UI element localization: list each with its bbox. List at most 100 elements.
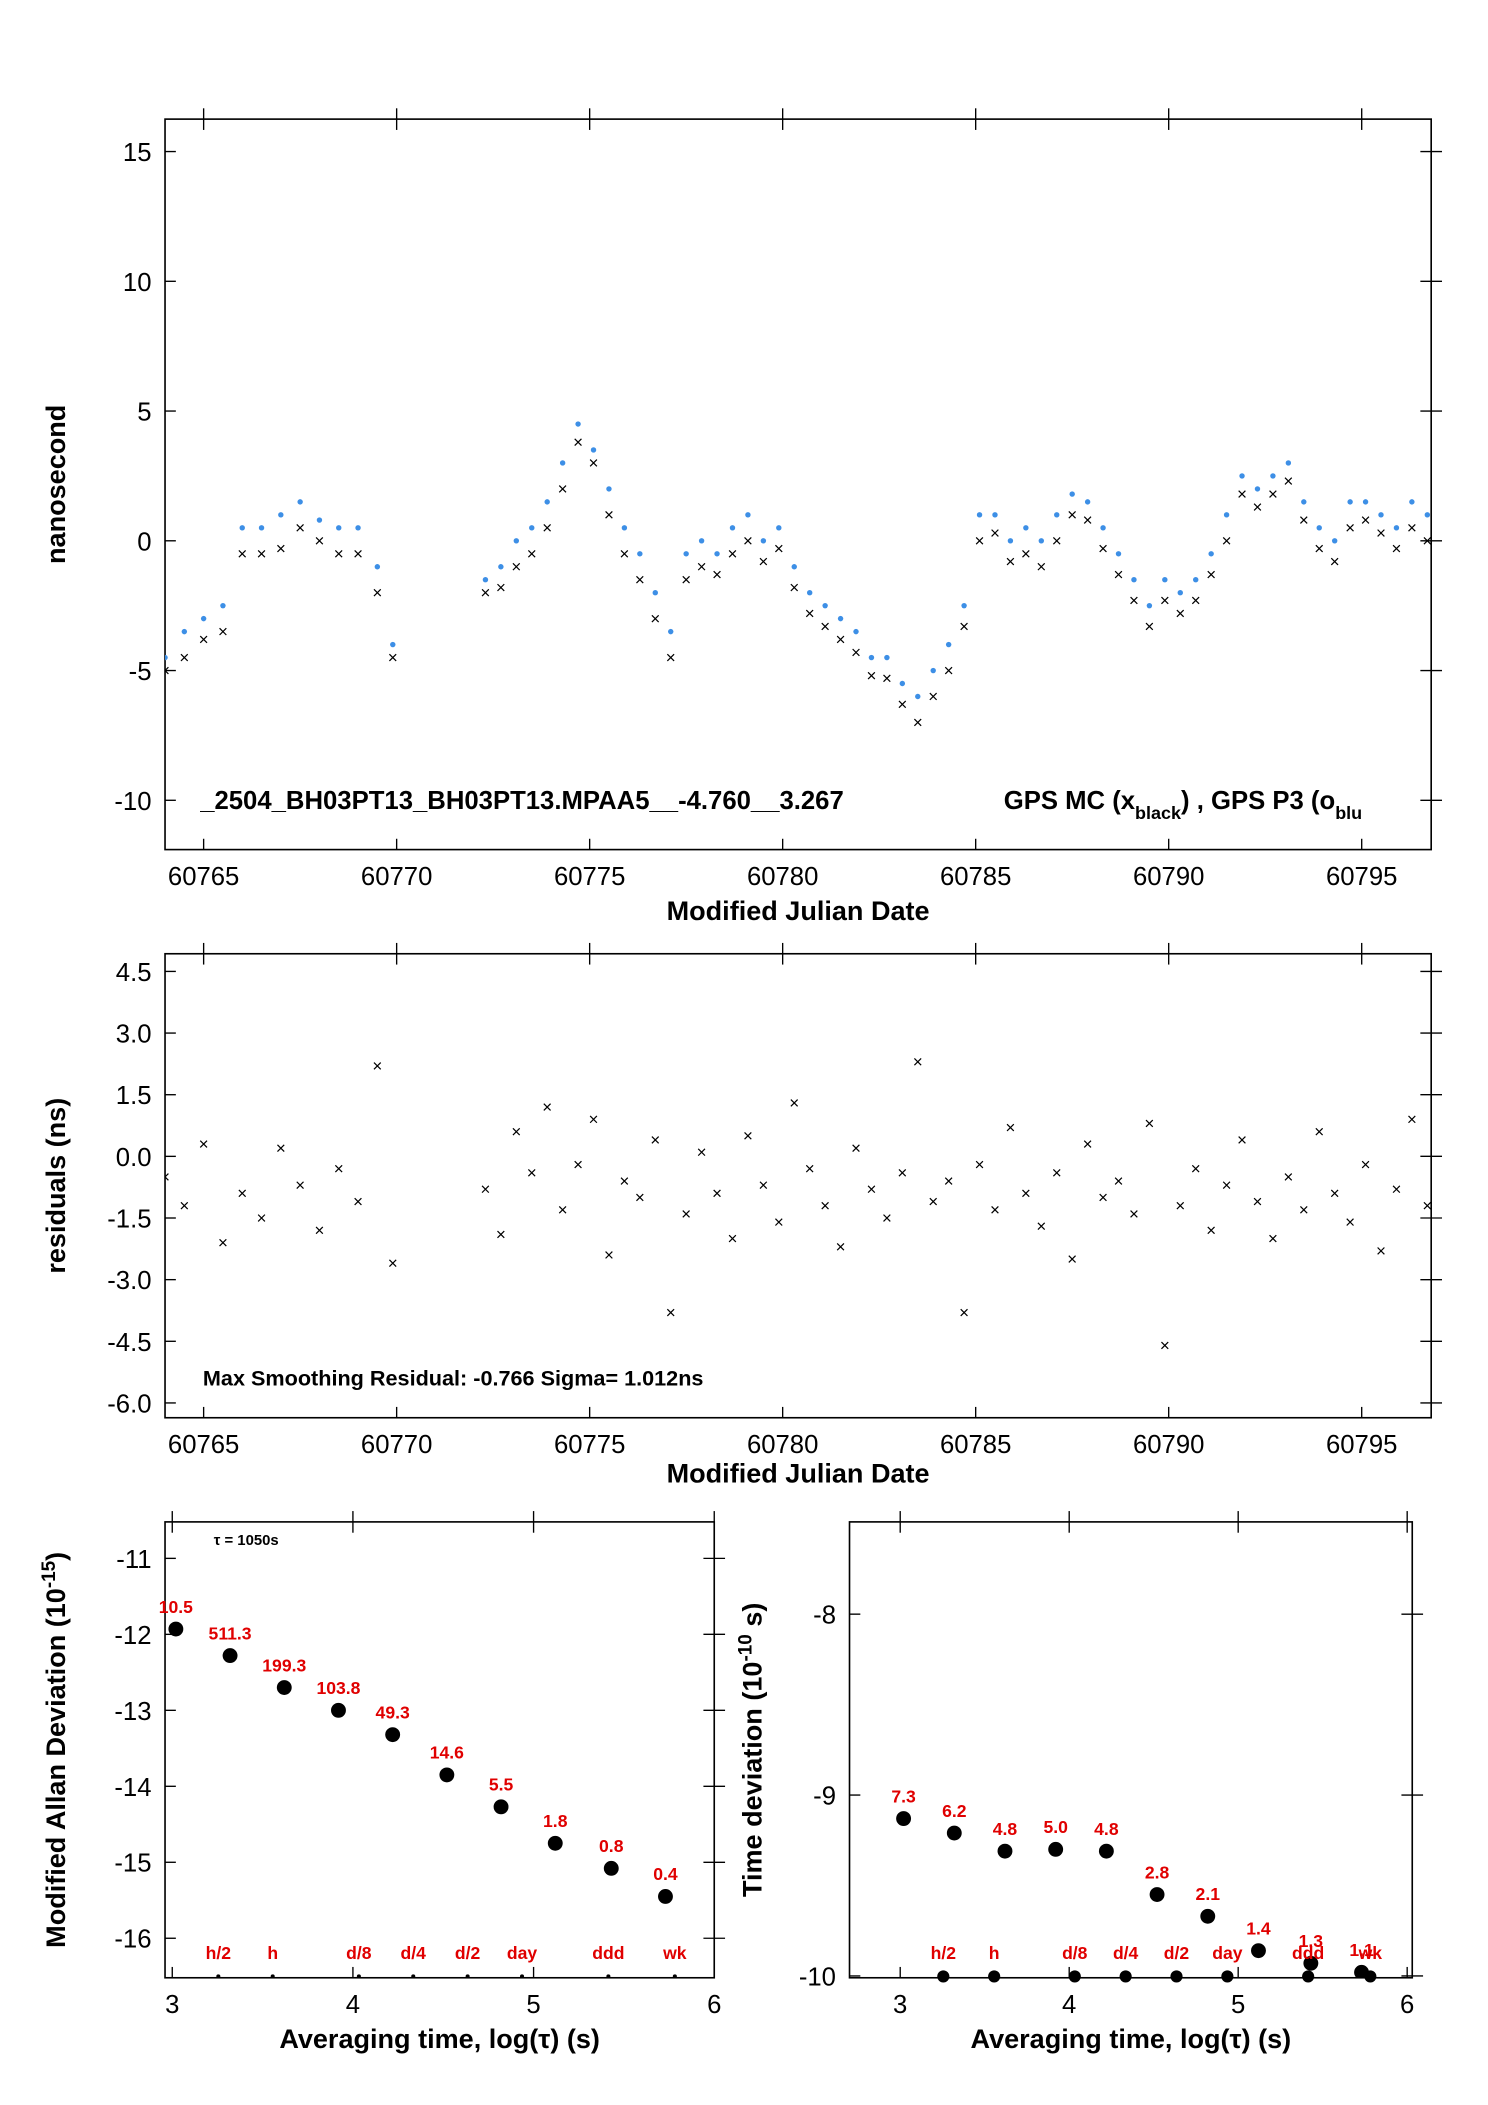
x-tick-label: 3: [893, 1991, 907, 2019]
point: [589, 1115, 598, 1124]
point: [621, 525, 628, 531]
text-part: ) , GPS P3 (o: [1181, 787, 1335, 815]
point: [1392, 544, 1401, 553]
point: [1315, 1127, 1324, 1136]
point-label: 1.8: [543, 1811, 568, 1831]
time-marker: [465, 1974, 470, 1979]
x-tick-label: 3: [165, 1991, 179, 2019]
point: [605, 1251, 613, 1259]
y-axis-title: residuals (ns): [41, 1098, 71, 1274]
point-label: 49.3: [376, 1702, 410, 1722]
point: [606, 486, 612, 492]
y-tick-label: -6.0: [107, 1390, 151, 1418]
point: [805, 1164, 814, 1173]
plot-frame: [164, 118, 1432, 851]
y-tick-label: -10: [114, 788, 151, 816]
text-part: Modified Julian Date: [667, 896, 930, 926]
point: [852, 1144, 860, 1152]
time-marker: [1302, 1970, 1315, 1983]
point: [1362, 499, 1369, 505]
point: [512, 562, 521, 571]
point: [898, 700, 907, 709]
point: [1161, 596, 1169, 605]
point: [527, 1168, 536, 1177]
point: [547, 1835, 563, 1851]
time-marker-label: d/8: [1062, 1943, 1088, 1963]
point: [760, 538, 767, 544]
y-tick-label: -1.5: [107, 1205, 151, 1233]
y-tick-label: -12: [114, 1622, 151, 1650]
point: [1200, 1908, 1216, 1924]
point: [1037, 1222, 1046, 1231]
point: [728, 549, 737, 558]
point: [1131, 577, 1137, 583]
point: [714, 551, 720, 557]
point: [682, 1210, 690, 1218]
x-tick-label: 60790: [1133, 1431, 1204, 1459]
x-tick-label: 6: [707, 1991, 721, 2019]
point: [388, 653, 397, 662]
time-marker-label: wk: [1358, 1943, 1383, 1963]
point: [944, 666, 953, 675]
point: [165, 654, 168, 661]
point: [620, 1177, 629, 1185]
text-part: Time deviation (10: [738, 1662, 768, 1898]
point-label: 5.0: [1043, 1817, 1068, 1837]
y-tick-label: -16: [114, 1926, 151, 1954]
text-part: residuals (ns): [41, 1098, 71, 1274]
point: [559, 460, 566, 466]
point-label: 7.3: [891, 1786, 916, 1806]
point: [776, 525, 782, 531]
time-marker: [411, 1974, 416, 1979]
point: [698, 538, 705, 544]
point: [1315, 544, 1324, 553]
time-marker-label: d/4: [1113, 1943, 1139, 1963]
time-marker: [1068, 1970, 1081, 1983]
point: [852, 648, 860, 657]
text-part: blu: [1335, 803, 1362, 823]
point: [1423, 536, 1432, 545]
point-label: 5.5: [489, 1775, 514, 1795]
point: [1377, 529, 1385, 537]
x-axis-title: Modified Julian Date: [667, 896, 930, 926]
time-marker: [988, 1970, 1001, 1983]
point: [651, 614, 660, 623]
point: [1285, 460, 1292, 466]
time-marker: [1221, 1970, 1234, 1983]
point: [1100, 525, 1106, 531]
time-marker: [937, 1970, 950, 1983]
point: [1099, 544, 1107, 553]
x-tick-label: 60770: [361, 1431, 432, 1459]
point: [180, 1201, 189, 1210]
point: [385, 1727, 401, 1743]
point: [1161, 1341, 1169, 1350]
point: [574, 438, 582, 446]
point: [219, 1238, 227, 1247]
point: [257, 549, 266, 558]
point: [1068, 1255, 1076, 1263]
point: [239, 525, 245, 531]
y-tick-label: -15: [114, 1850, 151, 1878]
point-label: 103.8: [316, 1678, 360, 1698]
point: [1347, 499, 1353, 505]
point: [200, 615, 207, 622]
point: [1191, 596, 1200, 605]
point: [636, 575, 644, 584]
point: [199, 1140, 208, 1148]
point: [1052, 1168, 1061, 1177]
point: [759, 1181, 768, 1189]
y-tick-label: 10: [123, 269, 152, 297]
point: [277, 544, 285, 553]
x-tick-label: 60765: [168, 863, 239, 891]
time-marker-label: h/2: [931, 1943, 957, 1963]
x-tick-label: 60765: [168, 1431, 239, 1459]
point: [1361, 1160, 1370, 1169]
annotation: τ = 1050s: [214, 1533, 279, 1549]
time-marker: [606, 1974, 611, 1979]
point: [1222, 536, 1231, 545]
point: [165, 666, 169, 675]
x-axis-title: Averaging time, log(τ) (s): [279, 2024, 600, 2054]
text-part: nanosecond: [41, 405, 71, 564]
point: [605, 511, 613, 519]
point: [1098, 1843, 1114, 1859]
